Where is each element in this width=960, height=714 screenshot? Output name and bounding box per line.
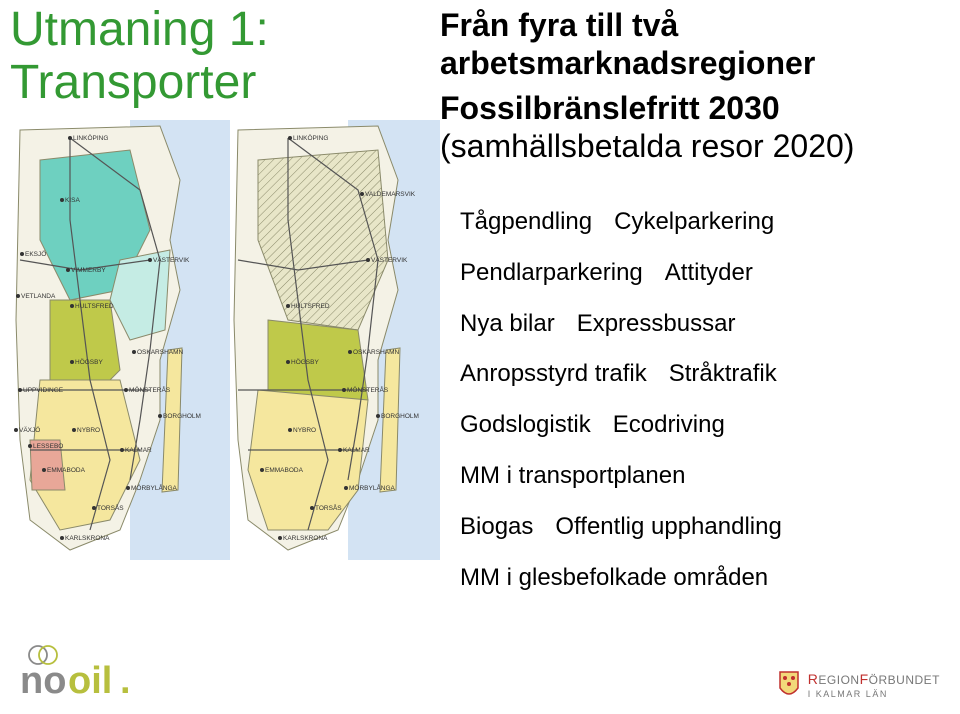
regionforbundet-main: REGIONFÖRBUNDET	[808, 671, 940, 687]
keyword: MM i transportplanen	[460, 462, 685, 491]
svg-text:LINKÖPING: LINKÖPING	[293, 134, 328, 142]
svg-text:KISA: KISA	[65, 197, 80, 204]
svg-text:TORSÅS: TORSÅS	[97, 503, 124, 512]
svg-text:HÖGSBY: HÖGSBY	[75, 358, 103, 366]
svg-text:EMMABODA: EMMABODA	[47, 467, 86, 474]
svg-text:TORSÅS: TORSÅS	[315, 503, 342, 512]
svg-text:EKSJÖ: EKSJÖ	[25, 250, 46, 258]
svg-text:VÄXJÖ: VÄXJÖ	[19, 426, 40, 434]
keyword-cloud: Tågpendling Cykelparkering Pendlarparkerin…	[460, 208, 940, 614]
keyword-row: Godslogistik Ecodriving	[460, 411, 940, 440]
svg-text:LINKÖPING: LINKÖPING	[73, 134, 108, 142]
svg-text:.: .	[120, 660, 131, 699]
svg-text:no: no	[20, 660, 66, 699]
keyword-row: Biogas Offentlig upphandling	[460, 513, 940, 542]
title-line-2: Transporter	[10, 57, 269, 110]
keyword: Cykelparkering	[614, 208, 774, 237]
svg-text:VÄSTERVIK: VÄSTERVIK	[153, 256, 190, 264]
footer: nooil. REGIONFÖRBUNDET I KALMAR LÄN	[0, 650, 960, 714]
svg-text:KALMAR: KALMAR	[125, 447, 152, 454]
maps-figure: LINKÖPING KISA EKSJÖ VETLANDA VIMMERBY HULTSF…	[10, 120, 440, 600]
sub-line-1: Från fyra till två	[440, 6, 854, 44]
sub-line-3: Fossilbränslefritt 2030	[440, 89, 854, 127]
svg-text:VIMMERBY: VIMMERBY	[71, 267, 106, 274]
svg-text:MÖRBYLÅNGA: MÖRBYLÅNGA	[349, 483, 396, 492]
keyword: Stråktrafik	[669, 360, 777, 389]
svg-text:HULTSFRED: HULTSFRED	[75, 303, 114, 310]
svg-text:HÖGSBY: HÖGSBY	[291, 358, 319, 366]
keyword-row: MM i glesbefolkade områden	[460, 564, 940, 593]
keyword-row: Tågpendling Cykelparkering	[460, 208, 940, 237]
svg-text:LESSEBO: LESSEBO	[33, 443, 63, 450]
svg-text:VÄSTERVIK: VÄSTERVIK	[371, 256, 408, 264]
regionforbundet-logo: REGIONFÖRBUNDET I KALMAR LÄN	[776, 670, 940, 700]
keyword: Biogas	[460, 513, 533, 542]
sub-line-2: arbetsmarknadsregioner	[440, 44, 854, 82]
subheading-block: Från fyra till två arbetsmarknadsregione…	[440, 6, 854, 166]
svg-text:MÖNSTERÅS: MÖNSTERÅS	[129, 385, 171, 394]
svg-text:KARLSKRONA: KARLSKRONA	[65, 535, 110, 542]
keyword-row: MM i transportplanen	[460, 462, 940, 491]
keyword: Nya bilar	[460, 310, 555, 339]
svg-text:KARLSKRONA: KARLSKRONA	[283, 535, 328, 542]
svg-text:oil: oil	[68, 660, 112, 699]
svg-text:MÖNSTERÅS: MÖNSTERÅS	[347, 385, 389, 394]
keyword: Attityder	[665, 259, 753, 288]
nooil-logo-svg: nooil.	[20, 645, 190, 699]
svg-text:KALMAR: KALMAR	[343, 447, 370, 454]
keyword: Pendlarparkering	[460, 259, 643, 288]
maps-svg: LINKÖPING KISA EKSJÖ VETLANDA VIMMERBY HULTSF…	[10, 120, 440, 600]
keyword: Offentlig upphandling	[555, 513, 781, 542]
svg-text:MÖRBYLÅNGA: MÖRBYLÅNGA	[131, 483, 178, 492]
svg-text:OSKARSHAMN: OSKARSHAMN	[137, 349, 184, 356]
svg-text:VETLANDA: VETLANDA	[21, 293, 56, 300]
regionforbundet-text: REGIONFÖRBUNDET I KALMAR LÄN	[808, 671, 940, 699]
svg-text:EMMABODA: EMMABODA	[265, 467, 304, 474]
regionforbundet-sub: I KALMAR LÄN	[808, 689, 940, 699]
keyword: MM i glesbefolkade områden	[460, 564, 768, 593]
svg-text:HULTSFRED: HULTSFRED	[291, 303, 330, 310]
svg-text:NYBRO: NYBRO	[293, 427, 316, 434]
svg-text:BORGHOLM: BORGHOLM	[381, 413, 419, 420]
keyword: Godslogistik	[460, 411, 591, 440]
svg-text:NYBRO: NYBRO	[77, 427, 100, 434]
regionforbundet-icon	[776, 670, 802, 700]
keyword-row: Anropsstyrd trafik Stråktrafik	[460, 360, 940, 389]
svg-text:VALDEMARSVIK: VALDEMARSVIK	[365, 191, 416, 198]
svg-text:OSKARSHAMN: OSKARSHAMN	[353, 349, 400, 356]
keyword: Tågpendling	[460, 208, 592, 237]
nooil-logo: nooil.	[20, 645, 190, 704]
sub-line-4: (samhällsbetalda resor 2020)	[440, 127, 854, 165]
keyword: Ecodriving	[613, 411, 725, 440]
title-line-1: Utmaning 1:	[10, 4, 269, 57]
keyword: Expressbussar	[577, 310, 736, 339]
keyword-row: Pendlarparkering Attityder	[460, 259, 940, 288]
svg-text:BORGHOLM: BORGHOLM	[163, 413, 201, 420]
keyword-row: Nya bilar Expressbussar	[460, 310, 940, 339]
keyword: Anropsstyrd trafik	[460, 360, 647, 389]
svg-text:UPPVIDINGE: UPPVIDINGE	[23, 387, 64, 394]
slide-title: Utmaning 1: Transporter	[10, 4, 269, 110]
